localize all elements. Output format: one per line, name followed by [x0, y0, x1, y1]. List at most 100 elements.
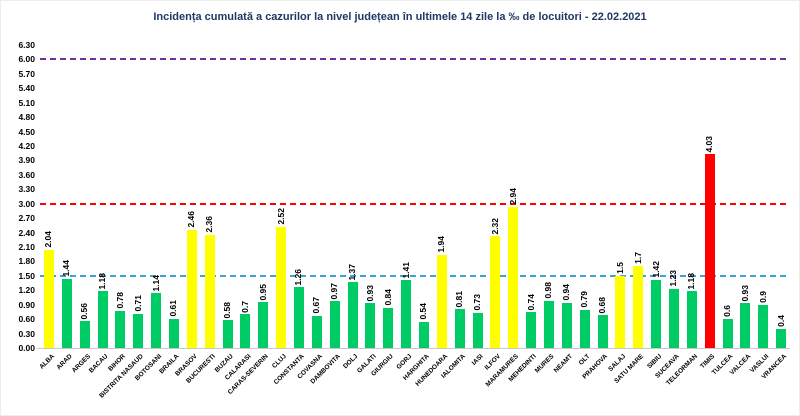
bar-galati	[365, 303, 376, 348]
x-tick-label-iasi: IASI	[470, 353, 485, 367]
value-label-botosani: 1.14	[150, 274, 161, 292]
y-tick-label: 3.90	[18, 155, 35, 166]
y-tick-label: 0.90	[18, 299, 35, 310]
bar-arad	[61, 278, 72, 348]
bar-valcea	[740, 303, 751, 348]
chart-title: Incidența cumulată a cazurilor la nivel …	[153, 11, 647, 23]
value-label-galati: 0.93	[364, 284, 375, 302]
bar-iasi	[472, 312, 483, 348]
y-tick-label: 6.30	[18, 40, 35, 50]
bar-gorj	[401, 280, 412, 348]
value-label-bistrita-nasaud: 0.71	[132, 295, 143, 312]
bar-mures	[543, 300, 554, 348]
y-tick-label: 2.70	[18, 213, 35, 224]
y-tick-label: 0.00	[18, 343, 35, 353]
x-tick-label-alba: ALBA	[38, 353, 56, 371]
bar-caras-severin	[258, 302, 269, 348]
bar-harghita	[418, 322, 429, 348]
bar-constanta	[293, 287, 304, 348]
value-label-teleorman: 1.18	[686, 272, 697, 290]
bar-ilfov	[490, 236, 501, 348]
bar-botosani	[151, 293, 162, 348]
bar-prahova	[597, 315, 608, 348]
bar-bacau	[97, 291, 108, 348]
value-label-buzau: 0.58	[222, 301, 232, 319]
value-label-calarasi: 0.7	[239, 300, 250, 313]
value-label-arges: 0.56	[79, 302, 90, 320]
y-tick-label: 5.70	[18, 68, 35, 79]
bar-braila	[168, 318, 179, 348]
y-tick-label: 3.00	[18, 198, 35, 209]
value-label-valcea: 0.93	[739, 284, 750, 302]
bar-dolj	[347, 282, 358, 348]
value-label-ilfov: 2.32	[489, 217, 500, 235]
bar-tulcea	[722, 319, 733, 348]
value-label-constanta: 1.26	[293, 268, 304, 286]
value-label-gorj: 1.41	[400, 261, 411, 279]
value-label-maramures: 2.94	[507, 188, 518, 205]
bar-satu-mare	[633, 266, 644, 348]
x-axis-line	[37, 348, 790, 349]
y-tick-label: 2.40	[18, 227, 35, 238]
bar-sibiu	[651, 279, 662, 348]
bar-bucuresti	[204, 234, 215, 348]
value-label-satu-mare: 1.7	[632, 252, 643, 265]
value-label-tulcea: 0.6	[722, 305, 732, 318]
bar-giurgiu	[383, 307, 394, 348]
y-tick-label: 5.40	[18, 83, 35, 94]
reference-line-6	[40, 58, 790, 61]
bar-vrancea	[776, 328, 787, 348]
value-label-mehedinti: 0.74	[525, 293, 536, 311]
bar-covasna	[311, 315, 322, 348]
value-label-bihor: 0.78	[114, 291, 125, 309]
y-tick-label: 1.50	[18, 270, 35, 281]
y-tick-label: 4.20	[18, 141, 35, 151]
value-label-neamt: 0.94	[561, 284, 572, 301]
bar-mehedinti	[526, 312, 537, 348]
bar-neamt	[561, 302, 572, 348]
value-label-covasna: 0.67	[311, 297, 322, 314]
y-tick-label: 3.60	[18, 169, 35, 180]
value-label-sibiu: 1.42	[650, 261, 661, 278]
bar-calarasi	[240, 314, 251, 348]
bar-hunedoara	[436, 254, 447, 348]
y-tick-label: 4.50	[18, 126, 35, 137]
bar-alba	[43, 249, 54, 348]
value-label-timis: 4.03	[704, 135, 715, 153]
value-label-suceava: 1.23	[668, 270, 679, 287]
x-tick-label-mures: MURES	[534, 353, 556, 375]
y-tick-label: 6.00	[18, 54, 35, 65]
bar-dambovita	[329, 301, 340, 348]
bar-ialomita	[454, 309, 465, 348]
y-tick-label: 1.80	[18, 256, 35, 267]
reference-line-1.5	[40, 274, 790, 277]
bar-buzau	[222, 320, 233, 348]
y-tick-label: 0.60	[18, 314, 35, 325]
value-label-caras-severin: 0.95	[257, 283, 268, 301]
bar-cluj	[276, 226, 287, 348]
value-label-hunedoara: 1.94	[436, 236, 447, 253]
value-label-vrancea: 0.4	[775, 314, 786, 327]
value-label-olt: 0.79	[579, 291, 590, 309]
value-label-cluj: 2.52	[275, 208, 286, 225]
x-tick-label-olt: OLT	[577, 353, 592, 367]
bar-brasov	[186, 229, 197, 348]
value-label-alba: 2.04	[43, 231, 54, 248]
bar-suceava	[668, 288, 679, 348]
bar-vaslui	[758, 304, 769, 348]
bar-bistrita-nasaud	[133, 313, 144, 348]
bar-timis	[704, 154, 715, 348]
y-tick-label: 4.80	[18, 112, 35, 123]
value-label-bucuresti: 2.36	[204, 215, 215, 233]
bar-bihor	[115, 310, 126, 348]
bar-olt	[579, 310, 590, 348]
value-label-braila: 0.61	[168, 300, 179, 317]
value-label-bacau: 1.18	[97, 272, 107, 290]
y-tick-label: 0.30	[18, 328, 35, 339]
y-tick-label: 5.10	[18, 97, 35, 108]
plot-area: 2.04 ALBA 1.44 ARAD 0.56 ARGES 1.18 BACAU 0.78 BI…	[38, 45, 790, 400]
bar-maramures	[508, 206, 519, 348]
value-label-dolj: 1.37	[347, 263, 357, 281]
reference-line-3	[40, 202, 790, 205]
